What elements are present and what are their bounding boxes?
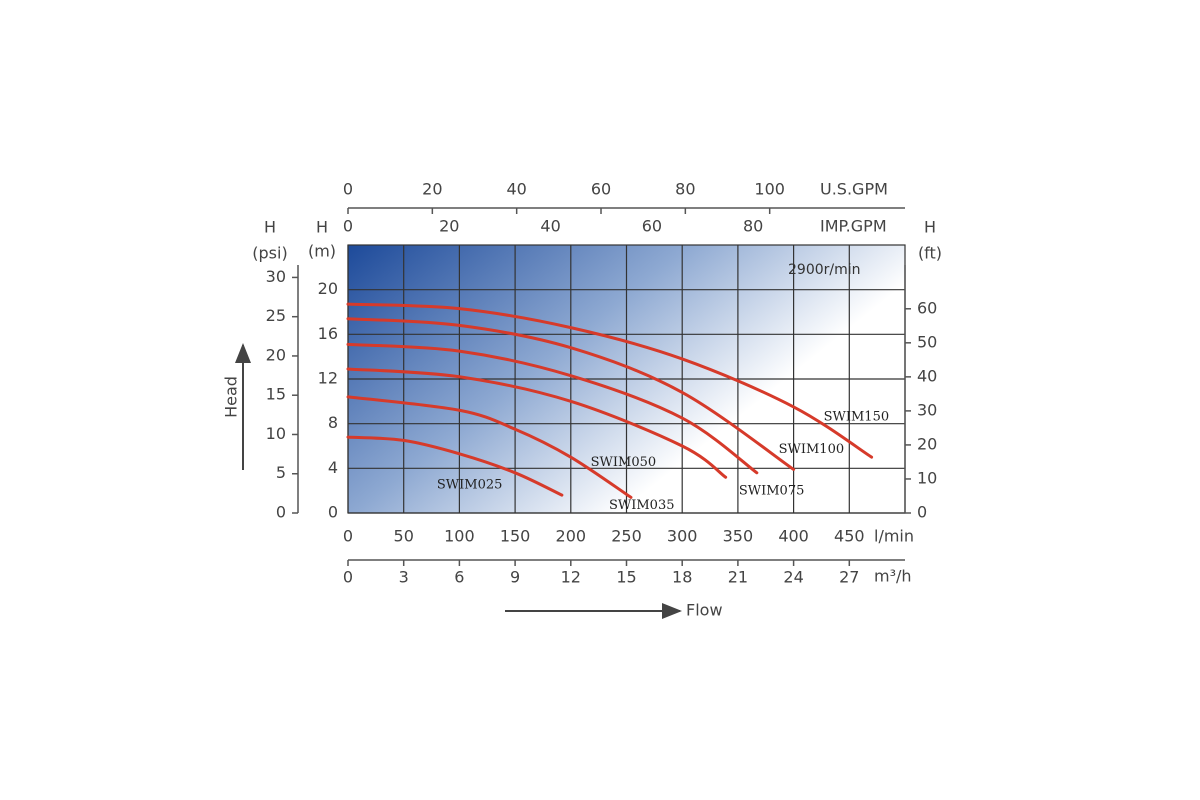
x-tick-label: 50 xyxy=(394,527,414,546)
axis-unit: U.S.GPM xyxy=(820,180,888,199)
axis-unit: (psi) xyxy=(252,244,287,263)
tick-label: 20 xyxy=(266,345,286,364)
tick-label: 0 xyxy=(276,503,286,522)
tick-label: 60 xyxy=(642,217,662,236)
series-label: SWIM050 xyxy=(591,455,657,470)
tick-label: 0 xyxy=(343,568,353,587)
series-label: SWIM025 xyxy=(437,478,503,493)
tick-label: 15 xyxy=(616,568,636,587)
tick-label: 80 xyxy=(743,217,763,236)
tick-label: 9 xyxy=(510,568,520,587)
axis-label: H xyxy=(264,218,276,237)
axis-label: H xyxy=(924,218,936,237)
tick-label: 5 xyxy=(276,463,286,482)
tick-label: 60 xyxy=(591,180,611,199)
tick-label: 0 xyxy=(343,217,353,236)
x-title: Flow xyxy=(686,601,723,620)
tick-label: 20 xyxy=(439,217,459,236)
x-tick-label: 200 xyxy=(556,527,587,546)
y-title: Head xyxy=(222,376,241,418)
speed-label: 2900r/min xyxy=(788,262,861,278)
axis-unit: m³/h xyxy=(874,567,912,586)
y-tick-label: 4 xyxy=(328,458,338,477)
curve xyxy=(346,395,633,499)
x-tick-label: 150 xyxy=(500,527,531,546)
y-tick-label: 20 xyxy=(318,279,338,298)
curve xyxy=(346,317,796,471)
tick-label: 18 xyxy=(672,568,692,587)
x-tick-label: 250 xyxy=(611,527,642,546)
x-tick-label: 350 xyxy=(723,527,754,546)
curve xyxy=(346,435,564,497)
y-tick-label: 8 xyxy=(328,413,338,432)
y-tick-label: 16 xyxy=(318,324,338,343)
tick-label: 25 xyxy=(266,306,286,325)
tick-label: 30 xyxy=(917,400,937,419)
tick-label: 21 xyxy=(728,568,748,587)
x-tick-label: 100 xyxy=(444,527,475,546)
tick-label: 6 xyxy=(454,568,464,587)
tick-label: 0 xyxy=(917,503,927,522)
tick-label: 3 xyxy=(399,568,409,587)
x-tick-label: 0 xyxy=(343,527,353,546)
curve xyxy=(346,367,728,479)
axis-unit: IMP.GPM xyxy=(820,217,887,236)
x-tick-label: 450 xyxy=(834,527,865,546)
tick-label: 30 xyxy=(266,267,286,286)
x-tick-label: 400 xyxy=(778,527,809,546)
y-tick-label: 12 xyxy=(318,369,338,388)
tick-label: 24 xyxy=(783,568,803,587)
tick-label: 60 xyxy=(917,298,937,317)
tick-label: 40 xyxy=(917,366,937,385)
tick-label: 10 xyxy=(917,468,937,487)
tick-label: 10 xyxy=(266,424,286,443)
x-unit: l/min xyxy=(874,527,914,546)
tick-label: 80 xyxy=(675,180,695,199)
tick-label: 40 xyxy=(540,217,560,236)
curve xyxy=(346,342,759,475)
y-label: H xyxy=(316,218,328,237)
curve xyxy=(346,302,874,459)
y-unit: (m) xyxy=(308,242,336,261)
tick-label: 50 xyxy=(917,332,937,351)
tick-label: 20 xyxy=(917,434,937,453)
tick-label: 12 xyxy=(561,568,581,587)
x-tick-label: 300 xyxy=(667,527,698,546)
tick-label: 20 xyxy=(422,180,442,199)
tick-label: 27 xyxy=(839,568,859,587)
series-label: SWIM150 xyxy=(824,410,890,425)
tick-label: 40 xyxy=(506,180,526,199)
y-tick-label: 0 xyxy=(328,503,338,522)
tick-label: 100 xyxy=(754,180,785,199)
series-label: SWIM035 xyxy=(609,498,675,513)
series-label: SWIM075 xyxy=(739,483,805,498)
axis-unit: (ft) xyxy=(918,244,942,263)
series-label: SWIM100 xyxy=(779,442,845,457)
tick-label: 0 xyxy=(343,180,353,199)
tick-label: 15 xyxy=(266,385,286,404)
